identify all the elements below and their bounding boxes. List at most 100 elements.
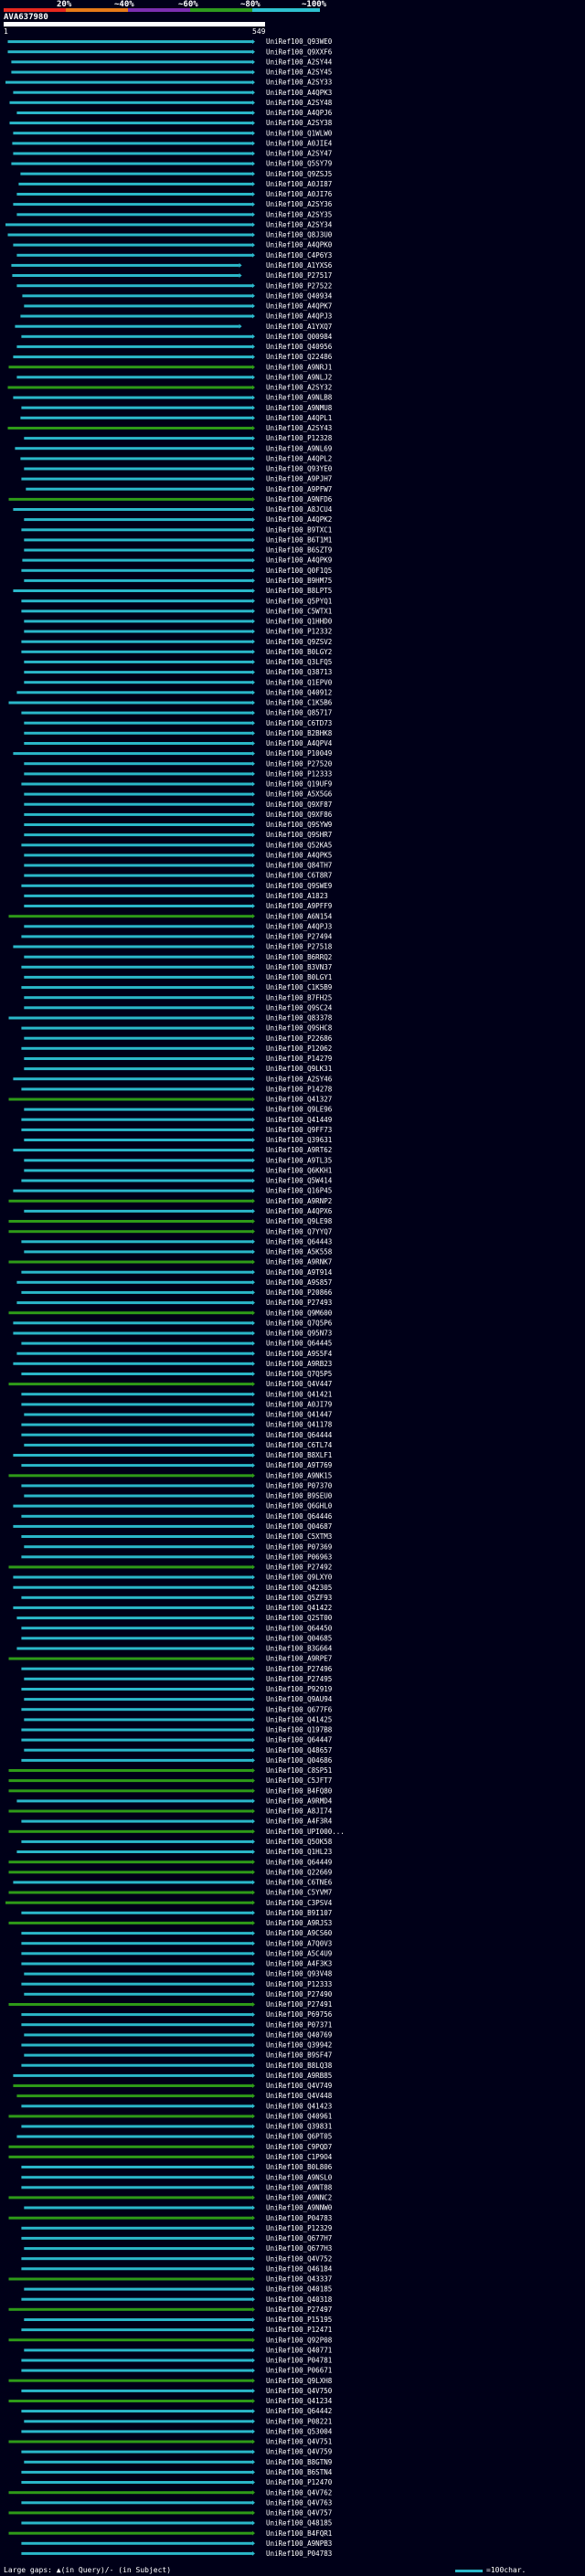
hit-label[interactable]: UniRef100_Q40934 [266,292,333,300]
hit-label[interactable]: UniRef100_Q7YYQ7 [266,1227,332,1235]
hit-row[interactable]: UniRef100_A4F3K3 [21,1960,332,1968]
hit-row[interactable]: UniRef100_Q83378 [8,1014,333,1023]
hit-label[interactable]: UniRef100_P27497 [266,2306,332,2314]
hit-label[interactable]: UniRef100_Q64444 [266,1431,333,1439]
hit-row[interactable]: UniRef100_Q9AU94 [24,1695,333,1703]
hit-label[interactable]: UniRef100_A9NPB3 [266,2539,332,2548]
hit-label[interactable]: UniRef100_A9RB23 [266,1360,332,1368]
hit-row[interactable]: UniRef100_P27518 [13,943,333,951]
hit-row[interactable]: UniRef100_A9PJH7 [21,475,332,483]
hit-row[interactable]: UniRef100_A4QPL2 [20,455,332,463]
hit-label[interactable]: UniRef100_Q4V752 [266,2254,332,2263]
hit-row[interactable]: UniRef100_A2SY45 [11,69,332,77]
hit-label[interactable]: UniRef100_P27492 [266,1564,332,1572]
hit-label[interactable]: UniRef100_Q83378 [266,1014,333,1023]
hit-label[interactable]: UniRef100_A4QPK2 [266,515,332,524]
hit-row[interactable]: UniRef100_Q9SWE9 [21,882,332,890]
hit-row[interactable]: UniRef100_A9NL69 [15,444,332,452]
hit-row[interactable]: UniRef100_P12470 [21,2478,333,2486]
hit-label[interactable]: UniRef100_B9TXC1 [266,525,332,534]
hit-row[interactable]: UniRef100_P12471 [21,2326,332,2334]
hit-row[interactable]: UniRef100_A9RNK7 [8,1258,333,1267]
hit-row[interactable]: UniRef100_A9T914 [21,1268,333,1277]
hit-label[interactable]: UniRef100_P12333 [266,770,332,779]
hit-row[interactable]: UniRef100_Q48657 [24,1746,332,1754]
hit-label[interactable]: UniRef100_Q4V448 [266,2092,333,2100]
hit-label[interactable]: UniRef100_B0L806 [266,2163,333,2171]
hit-row[interactable]: UniRef100_Q4V751 [8,2438,333,2446]
hit-label[interactable]: UniRef100_Q39942 [266,2041,332,2050]
hit-row[interactable]: UniRef100_A9NNC2 [8,2194,333,2202]
hit-label[interactable]: UniRef100_P27493 [266,1299,332,1307]
hit-label[interactable]: UniRef100_Q46184 [266,2264,333,2273]
hit-label[interactable]: UniRef100_A9PJH7 [266,475,332,483]
hit-label[interactable]: UniRef100_Q41422 [266,1604,332,1612]
hit-row[interactable]: UniRef100_B0LGY2 [21,648,332,656]
hit-row[interactable]: UniRef100_C4P6Y3 [16,251,332,260]
hit-label[interactable]: UniRef100_Q4V763 [266,2498,332,2507]
hit-row[interactable]: UniRef100_B2BHK8 [24,729,333,737]
hit-row[interactable]: UniRef100_C5WTX1 [21,607,332,615]
hit-label[interactable]: UniRef100_A1YXQ7 [266,323,332,331]
hit-label[interactable]: UniRef100_A9PFW7 [266,485,332,493]
hit-row[interactable]: UniRef100_Q9SYW9 [24,821,332,829]
hit-label[interactable]: UniRef100_Q41425 [266,1716,332,1724]
hit-label[interactable]: UniRef100_Q4V762 [266,2488,332,2496]
hit-row[interactable]: UniRef100_P27497 [8,2306,333,2314]
hit-row[interactable]: UniRef100_A2SY47 [13,150,332,158]
hit-row[interactable]: UniRef100_A9RB23 [13,1360,332,1368]
hit-label[interactable]: UniRef100_P12328 [266,434,333,442]
hit-label[interactable]: UniRef100_A2SY45 [266,69,332,77]
hit-label[interactable]: UniRef100_B9SF47 [266,2051,332,2060]
hit-label[interactable]: UniRef100_A8JI74 [266,1807,333,1816]
hit-label[interactable]: UniRef100_Q95N73 [266,1330,332,1338]
hit-row[interactable]: UniRef100_Q46184 [21,2264,333,2273]
hit-row[interactable]: UniRef100_P06963 [21,1553,332,1561]
hit-label[interactable]: UniRef100_P27522 [266,281,332,290]
hit-row[interactable]: UniRef100_Q9ZSJ5 [20,170,332,178]
hit-row[interactable]: UniRef100_A2SY35 [16,210,332,218]
hit-row[interactable]: UniRef100_B8LPT5 [13,587,332,595]
hit-row[interactable]: UniRef100_A4QPL1 [20,414,332,422]
hit-row[interactable]: UniRef100_P12329 [21,2224,332,2232]
hit-row[interactable]: UniRef100_B9SF47 [24,2051,332,2060]
hit-row[interactable]: UniRef100_B9SEU0 [24,1492,333,1500]
hit-row[interactable]: UniRef100_C6TD73 [24,719,332,727]
hit-label[interactable]: UniRef100_A9S5F4 [266,1350,333,1358]
hit-label[interactable]: UniRef100_A9NNW0 [266,2204,333,2212]
hit-label[interactable]: UniRef100_Q9LXY0 [266,1574,333,1582]
hit-row[interactable]: UniRef100_A9NK15 [8,1471,333,1479]
hit-label[interactable]: UniRef100_P27496 [266,1665,333,1673]
hit-row[interactable]: UniRef100_A2SY34 [5,221,333,229]
hit-label[interactable]: UniRef100_Q5ZF93 [266,1594,332,1602]
hit-label[interactable]: UniRef100_P27495 [266,1675,332,1683]
hit-label[interactable]: UniRef100_C1K5B6 [266,699,333,707]
hit-row[interactable]: UniRef100_P12332 [24,628,332,636]
hit-label[interactable]: UniRef100_A0JI79 [266,1401,332,1409]
hit-label[interactable]: UniRef100_Q9ZSJ5 [266,170,332,178]
hit-label[interactable]: UniRef100_P27518 [266,943,333,951]
hit-row[interactable]: UniRef100_B6T1M1 [24,536,332,545]
hit-row[interactable]: UniRef100_A9S857 [16,1278,332,1287]
hit-label[interactable]: UniRef100_A4QPL1 [266,414,332,422]
hit-row[interactable]: UniRef100_Q22669 [8,1868,333,1876]
hit-row[interactable]: UniRef100_Q6GHL0 [13,1502,333,1511]
hit-label[interactable]: UniRef100_Q4V759 [266,2448,332,2456]
hit-label[interactable]: UniRef100_B6T1M1 [266,536,332,545]
hit-row[interactable]: UniRef100_A9S5F4 [16,1350,333,1358]
hit-label[interactable]: UniRef100_B3G664 [266,1645,333,1653]
hit-row[interactable]: UniRef100_UPI000... [8,1828,345,1836]
hit-label[interactable]: UniRef100_B7FH25 [266,993,332,1002]
hit-label[interactable]: UniRef100_A9NRJ1 [266,363,332,371]
hit-label[interactable]: UniRef100_Q6PT05 [266,2133,332,2141]
hit-row[interactable]: UniRef100_A9NT88 [21,2183,333,2191]
hit-row[interactable]: UniRef100_A2SY38 [9,119,333,127]
hit-label[interactable]: UniRef100_A2SY48 [266,99,333,107]
hit-row[interactable]: UniRef100_A4QPK3 [13,89,332,97]
hit-label[interactable]: UniRef100_Q40961 [266,2113,332,2121]
hit-row[interactable]: UniRef100_Q9SHC8 [21,1024,333,1033]
hit-label[interactable]: UniRef100_A4F3K3 [266,1960,332,1968]
hit-row[interactable]: UniRef100_Q53004 [21,2428,333,2436]
hit-label[interactable]: UniRef100_Q9LK31 [266,1065,332,1073]
hit-row[interactable]: UniRef100_Q93V48 [24,1970,333,1978]
